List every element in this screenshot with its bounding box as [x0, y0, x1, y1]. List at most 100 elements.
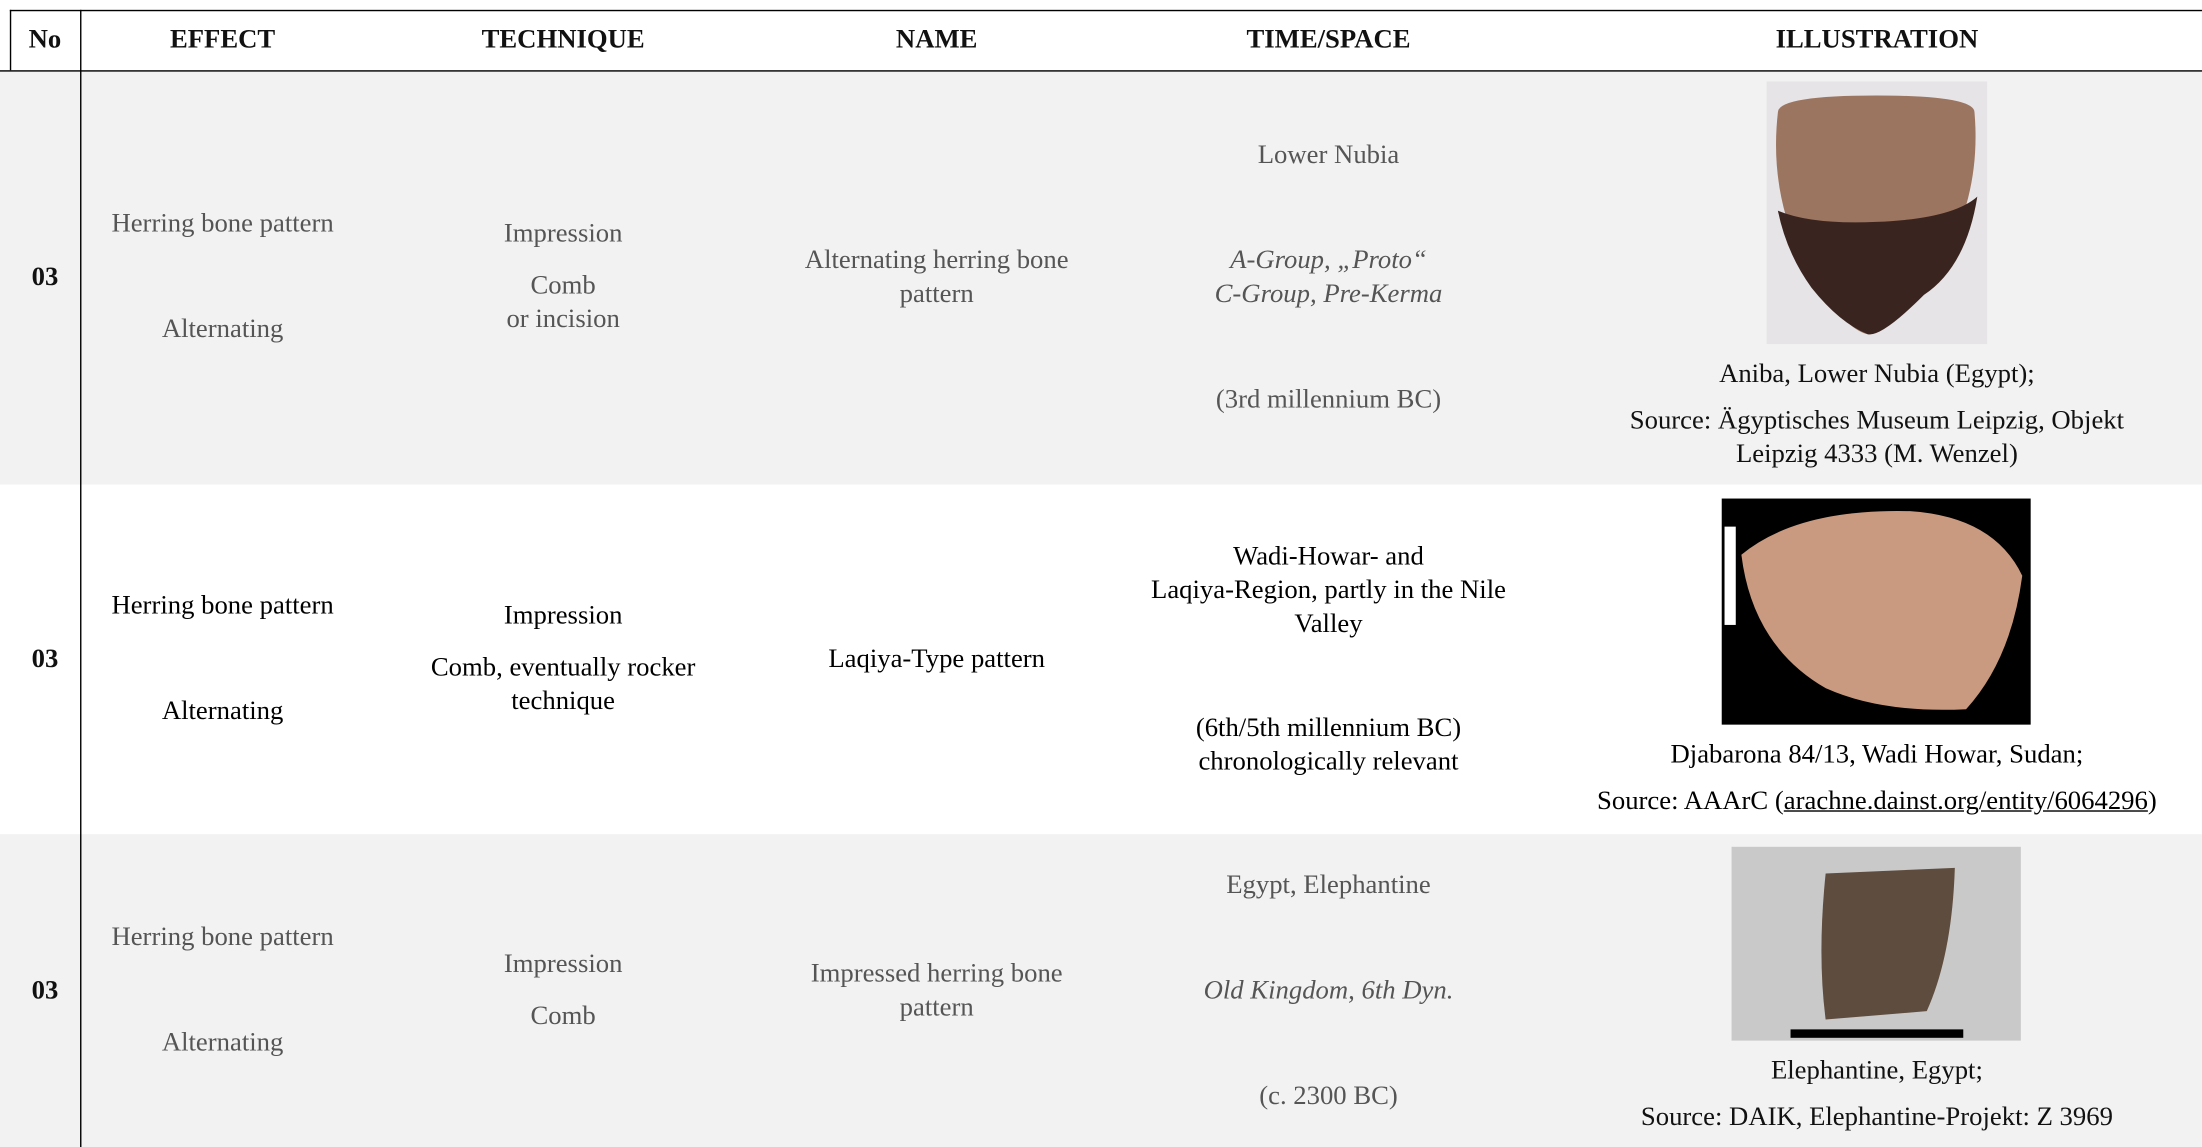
no-cell: 03 [10, 484, 80, 834]
sherd [1821, 867, 1955, 1020]
effect-text: Alternating [161, 314, 284, 345]
source-text-line: Source: Ägyptisches Museum Leipzig, Obje… [1629, 405, 2125, 436]
time-text-line: chronologically relevant [1198, 746, 1459, 776]
technique-text: Impression [504, 600, 623, 634]
technique-text: Impression [504, 948, 623, 982]
name-text-line: Alternating herring bone [804, 245, 1069, 275]
time-text: (c. 2300 BC) [1259, 1079, 1398, 1113]
illustration-caption: Aniba, Lower Nubia (Egypt); Source: Ägypt… [1552, 358, 2202, 472]
row-number: 03 [31, 975, 59, 1005]
header-text: No [28, 24, 62, 55]
technique-text-line: Impression [503, 949, 623, 979]
no-cell: 03 [10, 834, 80, 1147]
caption-text: Elephantine, Egypt; [1770, 1056, 1983, 1086]
effect-text: Alternating [161, 1027, 284, 1058]
technique-text-line: Impression [503, 601, 623, 631]
border [9, 9, 12, 71]
technique-text-line: Impression [503, 219, 623, 249]
header-text: TECHNIQUE [481, 24, 645, 55]
source-prefix: Source: AAArC ( [1597, 786, 1784, 816]
header-cell: ILLUSTRATION [1552, 10, 2202, 70]
time-cell: Wadi-Howar- and Laqiya-Region, partly in … [1112, 484, 1545, 834]
time-text: Egypt, Elephantine [1226, 869, 1431, 903]
border [80, 9, 82, 1147]
sherd [1741, 511, 2023, 710]
technique-text-line: Comb, eventually rocker [430, 653, 696, 683]
technique-text: Comb [531, 1000, 596, 1034]
source-text-line: Leipzig 4333 (M. Wenzel) [1735, 439, 2018, 470]
header-text: ILLUSTRATION [1775, 24, 1979, 55]
source-text: Source: AAArC (arachne.dainst.org/entity… [1597, 785, 2157, 819]
effect-text: Herring bone pattern [111, 209, 334, 239]
time-text-line: Egypt, Elephantine [1226, 869, 1431, 900]
effect-text: Alternating [161, 696, 284, 727]
name-text: Impressed herring bone pattern [811, 957, 1063, 1024]
border [0, 70, 2202, 72]
technique-cell: Impression Comb or incision [365, 70, 761, 484]
time-text-line: Lower Nubia [1257, 139, 1400, 170]
effect-cell: Herring bone pattern Alternating [80, 70, 365, 484]
source-text: Source: Ägyptisches Museum Leipzig, Obje… [1630, 404, 2124, 471]
time-text-line: Wadi-Howar- and [1233, 541, 1424, 571]
time-cell: Lower Nubia A-Group, „Proto“ C-Group, Pre-… [1112, 70, 1545, 484]
caption-text: Aniba, Lower Nubia (Egypt); [1719, 359, 2035, 390]
header-cell: EFFECT [80, 10, 365, 70]
source-link[interactable]: arachne.dainst.org/entity/6064296 [1783, 786, 2148, 816]
time-text: A-Group, „Proto“ C-Group, Pre-Kerma [1215, 244, 1443, 311]
technique-text: Impression [504, 218, 623, 252]
source-text: Source: DAIK, Elephantine-Projekt: Z 396… [1641, 1101, 2113, 1135]
time-text: Old Kingdom, 6th Dyn. [1204, 974, 1454, 1008]
time-text: Lower Nubia [1258, 138, 1400, 172]
time-text-line: Laqiya-Region, partly in the Nile [1151, 575, 1506, 605]
technique-text: Comb, eventually rocker technique [431, 652, 696, 719]
source-suffix: ) [2147, 786, 2157, 816]
header-cell: NAME [761, 10, 1112, 70]
time-text-line: A-Group, „Proto“ [1230, 245, 1427, 275]
time-text-line: C-Group, Pre-Kerma [1214, 278, 1443, 309]
header-cell: TIME/SPACE [1112, 10, 1545, 70]
time-text-line: (c. 2300 BC) [1259, 1080, 1398, 1111]
effect-cell: Herring bone pattern Alternating [80, 484, 365, 834]
caption-text: Djabarona 84/13, Wadi Howar, Sudan; [1670, 740, 2084, 770]
source-text-line: Source: DAIK, Elephantine-Projekt: Z 396… [1640, 1102, 2113, 1132]
row-number: 03 [31, 261, 59, 292]
scale [1724, 526, 1736, 625]
technique-text-line: or incision [506, 304, 620, 335]
header-text: EFFECT [169, 24, 276, 55]
border [9, 9, 2202, 12]
no-cell: 03 [10, 70, 80, 484]
name-text-line: pattern [899, 278, 974, 309]
time-text-line: (6th/5th millennium BC) [1195, 712, 1462, 743]
time-text-line: Old Kingdom, 6th Dyn. [1203, 975, 1454, 1005]
time-text-line: Valley [1294, 608, 1363, 639]
row-number: 03 [31, 643, 59, 674]
illustration-caption: Djabarona 84/13, Wadi Howar, Sudan; Sourc… [1552, 739, 2202, 819]
technique-cell: Impression Comb, eventually rocker techniq… [365, 484, 761, 834]
name-text-line: pattern [899, 992, 974, 1022]
effect-text: Herring bone pattern [111, 922, 334, 953]
header-text: TIME/SPACE [1246, 24, 1411, 55]
name-text-line: Laqiya-Type pattern [828, 643, 1046, 674]
name-cell: Impressed herring bone pattern [761, 834, 1112, 1147]
effect-cell: Herring bone pattern Alternating [80, 834, 365, 1147]
illustration-caption: Elephantine, Egypt; Source: DAIK, Elephan… [1552, 1055, 2202, 1135]
header-cell: TECHNIQUE [365, 10, 761, 70]
name-cell: Alternating herring bone pattern [761, 70, 1112, 484]
effect-text: Herring bone pattern [111, 591, 334, 621]
name-text-line: Impressed herring bone [810, 958, 1063, 988]
name-text: Alternating herring bone pattern [805, 244, 1069, 311]
name-text: Laqiya-Type pattern [828, 642, 1045, 676]
scale [1790, 1029, 1964, 1038]
header-cell: No [10, 10, 80, 70]
pot-shade [1777, 196, 1978, 335]
technique-text-line: technique [511, 686, 615, 717]
technique-cell: Impression Comb [365, 834, 761, 1147]
header-text: NAME [895, 24, 978, 55]
time-text-line: (3rd millennium BC) [1215, 384, 1442, 414]
time-text: (3rd millennium BC) [1216, 383, 1441, 417]
name-cell: Laqiya-Type pattern [761, 484, 1112, 834]
technique-text: Comb or incision [506, 270, 619, 337]
